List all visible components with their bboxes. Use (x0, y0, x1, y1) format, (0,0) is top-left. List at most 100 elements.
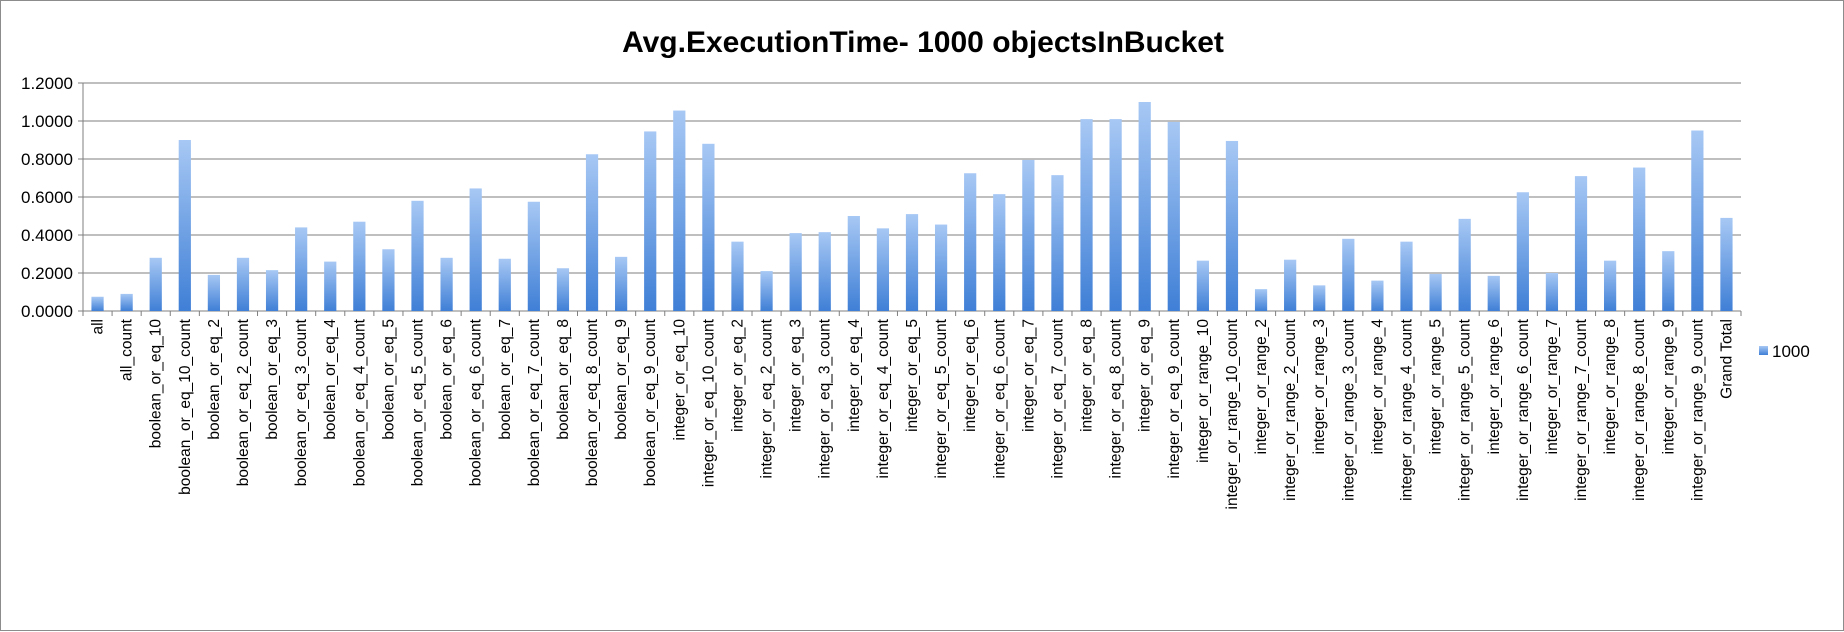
bar (295, 227, 308, 311)
x-tick-label: integer_or_range_2 (1253, 319, 1270, 454)
y-tick-label: 0.4000 (21, 226, 73, 245)
bar (615, 256, 628, 311)
x-tick-label: integer_or_range_10_count (1224, 318, 1241, 509)
bar (411, 200, 424, 311)
bar (760, 271, 773, 311)
bar (498, 258, 511, 311)
y-tick-label: 0.8000 (21, 150, 73, 169)
x-tick-label: boolean_or_eq_8 (555, 319, 572, 440)
bar (1720, 217, 1733, 311)
x-tick-label: boolean_or_eq_8_count (584, 318, 601, 486)
x-tick-label: integer_or_eq_10 (671, 319, 688, 441)
x-tick-label: integer_or_eq_4_count (875, 318, 892, 478)
bar (265, 270, 279, 311)
x-axis-ticks: all all_count boolean_or_eq_10 boolean_or_e… (82, 311, 1742, 509)
y-tick-label: 0.0000 (21, 302, 73, 321)
x-tick-label: boolean_or_eq_4_count (351, 318, 368, 486)
bar (1109, 119, 1122, 311)
x-tick-label: boolean_or_eq_7 (497, 319, 514, 440)
x-tick-label: integer_or_eq_7 (1020, 319, 1037, 432)
x-tick-label: Grand Total (1718, 319, 1735, 399)
bar (731, 241, 744, 311)
bar (1167, 121, 1180, 311)
x-tick-label: integer_or_eq_5_count (933, 318, 950, 478)
x-tick-label: integer_or_range_10 (1195, 319, 1212, 463)
y-tick-label: 1.2000 (21, 74, 73, 93)
bar (934, 224, 948, 311)
bar (993, 194, 1006, 311)
bar (1254, 289, 1268, 311)
bars (91, 102, 1733, 311)
bar (964, 173, 977, 311)
x-tick-label: boolean_or_eq_10 (148, 319, 165, 449)
x-tick-label: integer_or_eq_3 (788, 319, 805, 432)
bar (1284, 259, 1297, 311)
x-tick-label: integer_or_range_7_count (1573, 318, 1590, 501)
bar (1371, 280, 1384, 311)
bar (847, 216, 860, 311)
x-tick-label: boolean_or_eq_9 (613, 319, 630, 440)
x-tick-label: integer_or_eq_10_count (700, 318, 717, 487)
x-tick-label: integer_or_eq_9 (1137, 319, 1154, 432)
y-tick-label: 1.0000 (21, 112, 73, 131)
bar (1225, 140, 1239, 311)
bar (789, 233, 802, 311)
x-tick-label: integer_or_range_8_count (1631, 318, 1648, 501)
x-tick-label: boolean_or_eq_5 (380, 319, 397, 440)
x-tick-label: boolean_or_eq_7_count (526, 318, 543, 486)
bar (1313, 285, 1326, 311)
chart-title: Avg.ExecutionTime- 1000 objectsInBucket (622, 26, 1224, 59)
bar (382, 249, 395, 311)
x-tick-label: boolean_or_eq_2_count (235, 318, 252, 486)
y-tick-label: 0.6000 (21, 188, 73, 207)
x-tick-label: integer_or_range_6 (1486, 319, 1503, 454)
bar (324, 261, 337, 311)
bar (876, 228, 890, 311)
bar (818, 232, 831, 311)
bar (1662, 251, 1675, 311)
x-tick-label: integer_or_range_3 (1311, 319, 1328, 454)
x-tick-label: boolean_or_eq_9_count (642, 318, 659, 486)
bar (673, 110, 686, 311)
x-tick-label: integer_or_range_5_count (1457, 318, 1474, 501)
x-tick-label: integer_or_eq_4 (846, 319, 863, 432)
x-tick-label: boolean_or_eq_2 (206, 319, 223, 440)
x-tick-label: boolean_or_eq_4 (322, 319, 339, 440)
x-tick-label: integer_or_range_9_count (1689, 318, 1706, 501)
bar (1400, 241, 1413, 311)
bar (1429, 273, 1442, 311)
y-axis-ticks: 0.0000 0.2000 0.4000 0.6000 0.8000 1.0000 1.20… (21, 74, 73, 321)
bar (440, 257, 453, 311)
bar (178, 140, 191, 311)
bar (1633, 167, 1646, 311)
x-tick-label: integer_or_range_9 (1660, 319, 1677, 454)
bar (1138, 102, 1151, 311)
legend-label: 1000 (1772, 342, 1810, 361)
x-tick-label: integer_or_eq_8_count (1108, 318, 1125, 478)
x-tick-label: integer_or_eq_2_count (759, 318, 776, 478)
bar (1022, 159, 1035, 311)
x-tick-label: boolean_or_eq_6_count (468, 318, 485, 486)
bar (149, 257, 162, 311)
bar (1691, 130, 1704, 311)
x-tick-label: integer_or_eq_7_count (1049, 318, 1066, 478)
x-tick-label: all_count (119, 318, 136, 381)
bar (469, 188, 482, 311)
x-tick-label: integer_or_range_5 (1428, 319, 1445, 454)
x-tick-label: boolean_or_eq_3 (264, 319, 281, 440)
bar (1487, 275, 1500, 311)
bar (236, 257, 250, 311)
y-tick-label: 0.2000 (21, 264, 73, 283)
legend-swatch (1759, 346, 1768, 355)
bar (527, 201, 540, 311)
bar (644, 131, 657, 311)
bar (91, 296, 104, 311)
x-tick-label: integer_or_eq_5 (904, 319, 921, 432)
bar (1080, 119, 1093, 311)
bar (1458, 218, 1471, 311)
bar (1574, 176, 1588, 311)
x-tick-label: boolean_or_eq_10_count (177, 318, 194, 495)
x-tick-label: integer_or_eq_9_count (1166, 318, 1183, 478)
x-tick-label: integer_or_eq_3_count (817, 318, 834, 478)
